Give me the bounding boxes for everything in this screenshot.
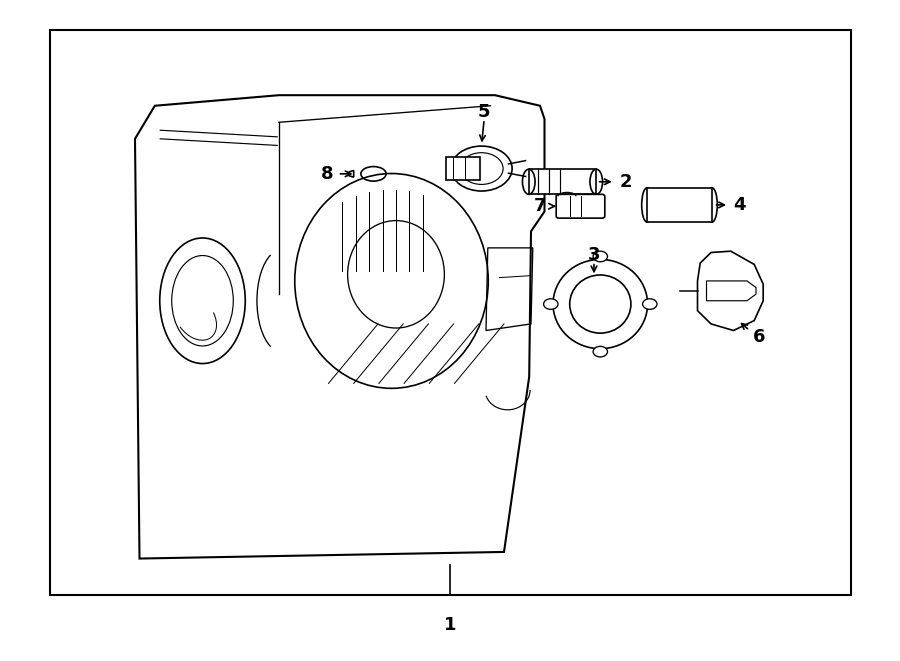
Bar — [529, 169, 596, 194]
Text: 3: 3 — [588, 246, 600, 264]
Text: 1: 1 — [444, 615, 456, 634]
Text: 6: 6 — [752, 328, 765, 346]
Text: 7: 7 — [534, 197, 546, 215]
Ellipse shape — [593, 346, 608, 357]
Ellipse shape — [544, 299, 558, 309]
Ellipse shape — [643, 299, 657, 309]
Ellipse shape — [706, 188, 717, 222]
Text: 5: 5 — [478, 103, 491, 122]
Text: 4: 4 — [734, 196, 746, 214]
Text: 8: 8 — [320, 165, 333, 183]
FancyBboxPatch shape — [556, 194, 605, 218]
Bar — [647, 188, 712, 222]
Text: 2: 2 — [619, 173, 632, 191]
Bar — [446, 157, 480, 180]
Bar — [50, 30, 850, 595]
Ellipse shape — [593, 251, 608, 262]
